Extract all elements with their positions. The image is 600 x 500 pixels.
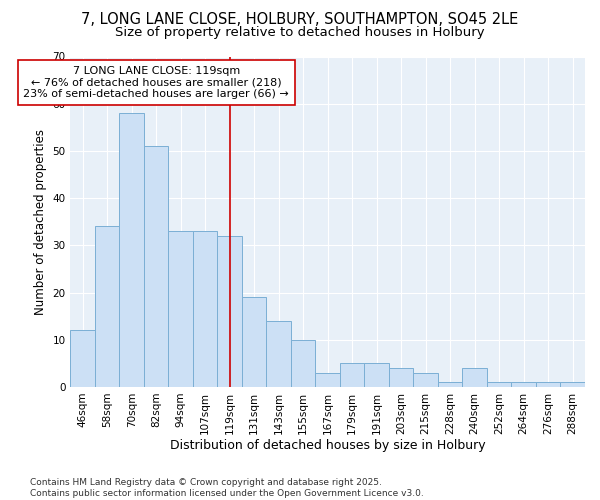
Bar xyxy=(169,231,193,387)
Y-axis label: Number of detached properties: Number of detached properties xyxy=(34,128,47,314)
Bar xyxy=(242,298,266,387)
Text: 7 LONG LANE CLOSE: 119sqm
← 76% of detached houses are smaller (218)
23% of semi: 7 LONG LANE CLOSE: 119sqm ← 76% of detac… xyxy=(23,66,289,99)
Bar xyxy=(70,330,95,387)
Bar xyxy=(487,382,511,387)
Bar xyxy=(389,368,413,387)
Bar xyxy=(266,321,291,387)
Text: 7, LONG LANE CLOSE, HOLBURY, SOUTHAMPTON, SO45 2LE: 7, LONG LANE CLOSE, HOLBURY, SOUTHAMPTON… xyxy=(82,12,518,28)
Bar xyxy=(413,373,438,387)
Bar xyxy=(193,231,217,387)
Bar xyxy=(119,113,144,387)
Bar xyxy=(511,382,536,387)
Text: Size of property relative to detached houses in Holbury: Size of property relative to detached ho… xyxy=(115,26,485,39)
Bar xyxy=(340,364,364,387)
Bar xyxy=(316,373,340,387)
Bar xyxy=(291,340,316,387)
Bar xyxy=(463,368,487,387)
Bar xyxy=(217,236,242,387)
Bar xyxy=(560,382,585,387)
Text: Contains HM Land Registry data © Crown copyright and database right 2025.
Contai: Contains HM Land Registry data © Crown c… xyxy=(30,478,424,498)
Bar xyxy=(95,226,119,387)
Bar xyxy=(364,364,389,387)
Bar xyxy=(438,382,463,387)
Bar xyxy=(144,146,169,387)
X-axis label: Distribution of detached houses by size in Holbury: Distribution of detached houses by size … xyxy=(170,440,485,452)
Bar xyxy=(536,382,560,387)
